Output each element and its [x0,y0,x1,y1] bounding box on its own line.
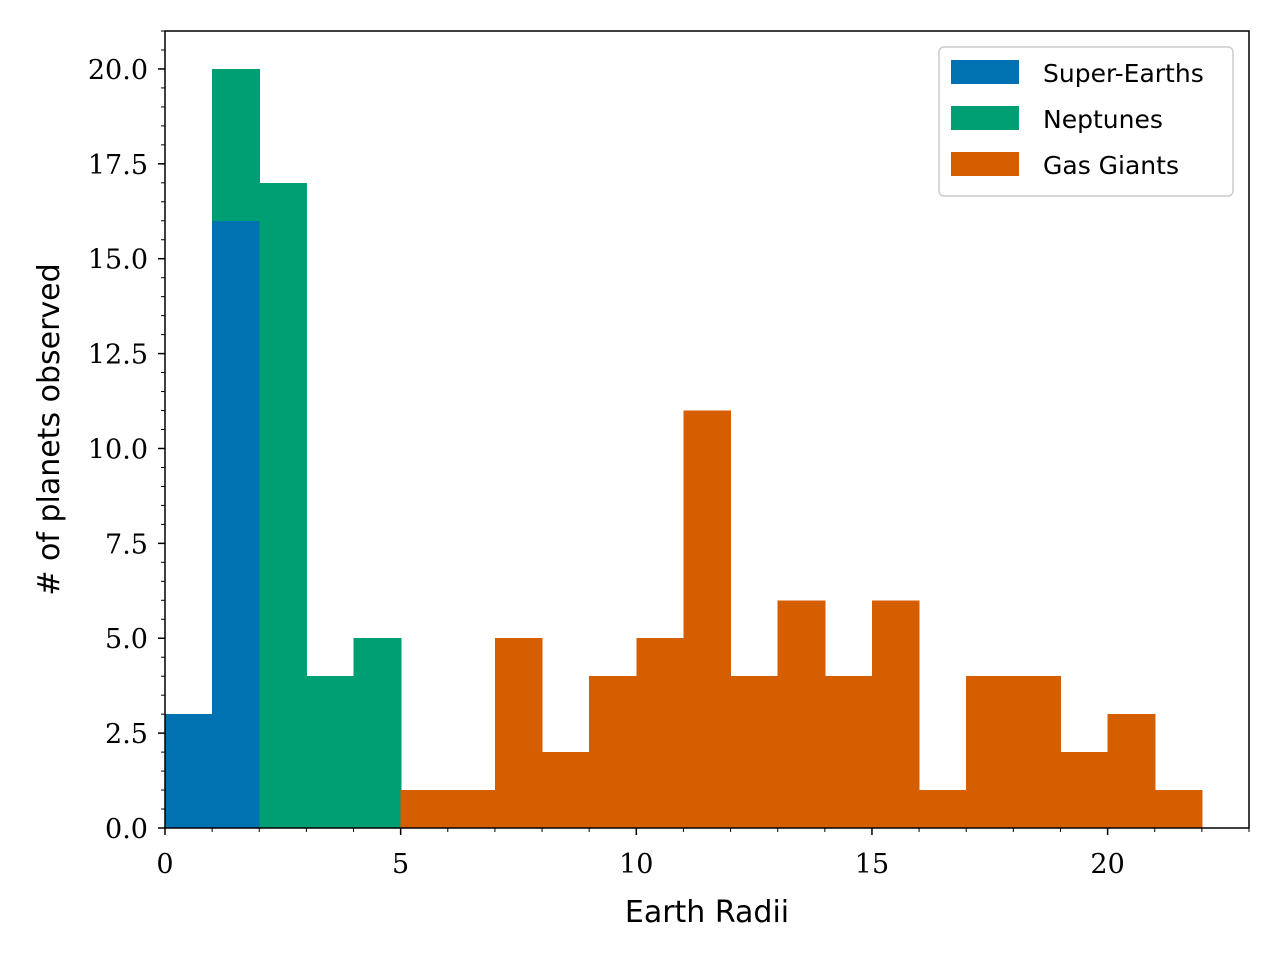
x-tick-label: 10 [619,849,653,880]
bar-neptunes-3 [306,676,355,828]
y-tick-label: 15.0 [88,245,148,276]
bar-gas-giants-11 [683,410,732,828]
bar-gas-giants-13 [777,600,826,828]
y-tick-label: 0.0 [105,814,148,845]
bar-gas-giants-9 [589,676,637,828]
x-tick-label: 15 [855,849,889,880]
bar-neptunes-1 [212,68,260,221]
plot-frame [164,30,1250,829]
bars-layer [165,68,1203,829]
bar-neptunes-2 [259,182,307,829]
legend-swatch [951,106,1019,130]
bar-gas-giants-21 [1154,790,1203,828]
y-tick-label: 2.5 [105,719,148,750]
bar-gas-giants-15 [871,600,920,828]
bar-gas-giants-16 [919,790,967,828]
bar-gas-giants-19 [1060,752,1109,828]
legend-swatch [951,152,1019,176]
bar-gas-giants-8 [542,752,590,828]
x-tick-label: 5 [392,849,409,880]
legend-entry-label: Neptunes [1043,105,1163,134]
y-tick-label: 20.0 [88,55,148,86]
legend-entry-label: Super-Earths [1043,59,1204,88]
legend-entry-label: Gas Giants [1043,151,1179,180]
bar-gas-giants-10 [636,638,685,828]
x-tick-label: 20 [1090,849,1124,880]
bar-gas-giants-7 [494,638,543,828]
legend: Super-Earths Neptunes Gas Giants [938,46,1234,197]
x-axis-label: Earth Radii [625,895,789,930]
bar-super-earths-0 [165,714,213,828]
bar-gas-giants-17 [966,676,1014,828]
bar-gas-giants-12 [730,676,779,828]
bar-gas-giants-5 [400,790,449,828]
y-tick-label: 12.5 [88,340,148,371]
y-tick-label: 5.0 [105,624,148,655]
y-tick-label: 17.5 [88,150,148,181]
bar-gas-giants-18 [1013,676,1062,828]
bar-super-earths-1 [212,220,260,828]
bar-neptunes-4 [353,638,402,828]
legend-swatch [951,60,1019,84]
y-tick-label: 10.0 [88,434,148,465]
ticks-layer: 0 5 10 15 20 0.0 2.5 5.0 7.5 10.0 12.5 15.0 17.5 20.0 [88,30,1250,880]
y-tick-label: 7.5 [105,529,148,560]
y-axis-label: # of planets observed [32,263,67,595]
bar-gas-giants-14 [824,676,873,828]
x-tick-label: 0 [156,849,173,880]
bar-gas-giants-6 [447,790,496,828]
bar-gas-giants-20 [1107,714,1156,828]
